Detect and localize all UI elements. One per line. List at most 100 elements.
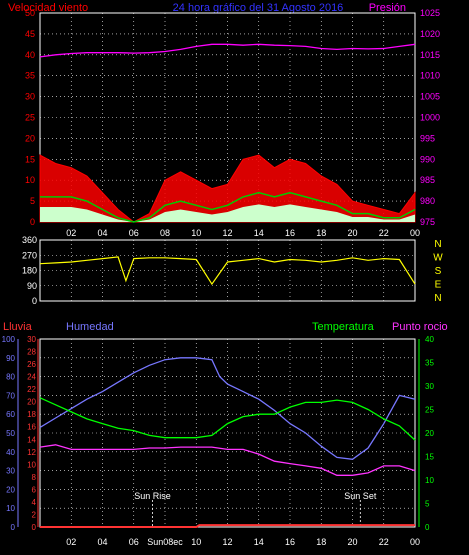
rain-axis-tick: 24: [27, 373, 36, 382]
temperature-axis-tick: 0: [425, 523, 430, 532]
x-tick-label: 00: [410, 228, 420, 238]
rain-axis-tick: 10: [27, 460, 36, 469]
wind-axis-tick: 10: [25, 175, 35, 185]
x-tick-label: 18: [316, 537, 326, 547]
wind-pressure-panel: 02 04 06 08 10 12 14 16 18 20 22 000510152025303540…: [25, 8, 440, 238]
sunrise-label: Sun Rise: [134, 491, 171, 501]
pressure-axis-tick: 975: [420, 217, 435, 227]
dewpoint-line: [39, 444, 416, 476]
rain-axis-tick: 28: [27, 348, 36, 357]
temperature-axis-tick: 35: [425, 359, 434, 368]
compass-label: W: [433, 253, 443, 264]
direction-axis-tick: 0: [32, 296, 37, 306]
humidity-temperature-panel: 02 04 06 Sun08ec 10 12 14 16 18 20 22 0001020304050…: [2, 335, 435, 547]
wind-axis-tick: 40: [25, 50, 35, 60]
temperature-axis-tick: 25: [425, 406, 434, 415]
humidity-line: [39, 357, 416, 460]
wind-axis-tick: 0: [30, 217, 35, 227]
rain-label: Lluvia: [3, 321, 33, 333]
sunset-label: Sun Set: [344, 491, 377, 501]
x-tick-label: 16: [285, 537, 295, 547]
chart-title: 24 hora gráfico del 31 Agosto 2016: [173, 2, 344, 14]
humidity-axis-tick: 90: [6, 354, 15, 363]
rain-axis-tick: 18: [27, 410, 36, 419]
pressure-axis-tick: 1010: [420, 71, 440, 81]
humidity-axis-tick: 80: [6, 373, 15, 382]
x-tick-label: 22: [379, 228, 389, 238]
humidity-axis-tick: 0: [11, 523, 16, 532]
rain-axis-tick: 4: [32, 498, 37, 507]
temperature-axis-tick: 40: [425, 335, 434, 344]
pressure-axis-tick: 980: [420, 196, 435, 206]
humidity-axis-tick: 40: [6, 448, 15, 457]
rain-axis-tick: 20: [27, 398, 36, 407]
pressure-axis-tick: 1015: [420, 50, 440, 60]
wind-axis-tick: 50: [25, 8, 35, 18]
humidity-axis-tick: 50: [6, 429, 15, 438]
pressure-axis-tick: 985: [420, 175, 435, 185]
temperature-axis-tick: 30: [425, 382, 434, 391]
wind-direction-line: [39, 256, 416, 286]
rain-axis-tick: 8: [32, 473, 37, 482]
wind-average-line: [40, 191, 416, 223]
pressure-line: [39, 43, 416, 58]
temperature-axis-tick: 5: [425, 500, 430, 509]
humidity-axis-tick: 10: [6, 504, 15, 513]
pressure-axis-tick: 1025: [420, 8, 440, 18]
x-tick-label: 22: [379, 537, 389, 547]
compass-label: N: [434, 239, 441, 250]
x-tick-label: 06: [129, 537, 139, 547]
x-tick-label: 04: [97, 228, 107, 238]
direction-axis-tick: 180: [22, 266, 37, 276]
pressure-axis-tick: 1000: [420, 113, 440, 123]
wind-axis-tick: 35: [25, 71, 35, 81]
x-tick-label: Sun08ec: [147, 537, 183, 547]
x-tick-label: 16: [285, 228, 295, 238]
direction-axis-tick: 360: [22, 235, 37, 245]
rain-axis-tick: 6: [32, 485, 37, 494]
wind-axis-tick: 30: [25, 92, 35, 102]
x-tick-label: 12: [222, 228, 232, 238]
direction-axis-tick: 90: [27, 281, 37, 291]
pressure-axis-tick: 1020: [420, 29, 440, 39]
rain-line: [40, 524, 415, 528]
x-tick-label: 20: [347, 228, 357, 238]
x-tick-label: 00: [410, 537, 420, 547]
wind-axis-tick: 5: [30, 196, 35, 206]
x-tick-label: 18: [316, 228, 326, 238]
wind-low-area: [40, 204, 415, 222]
rain-axis-tick: 2: [32, 510, 37, 519]
rain-axis-tick: 26: [27, 360, 36, 369]
humidity-label: Humedad: [66, 321, 114, 333]
x-tick-label: 04: [97, 537, 107, 547]
rain-axis-tick: 16: [27, 423, 36, 432]
rain-axis-tick: 14: [27, 435, 36, 444]
humidity-axis-tick: 70: [6, 391, 15, 400]
rain-axis-tick: 30: [27, 335, 36, 344]
temperature-label: Temperatura: [312, 321, 375, 333]
dewpoint-label: Punto rocio: [392, 321, 448, 333]
rain-axis-tick: 12: [27, 448, 36, 457]
compass-label: N: [434, 293, 441, 304]
humidity-axis-tick: 20: [6, 485, 15, 494]
pressure-label: Presión: [369, 2, 406, 14]
x-tick-label: 14: [254, 228, 264, 238]
wind-axis-tick: 45: [25, 29, 35, 39]
wind-gust-area: [39, 154, 416, 223]
x-tick-label: 12: [222, 537, 232, 547]
x-tick-label: 14: [254, 537, 264, 547]
x-tick-label: 10: [191, 228, 201, 238]
temperature-line: [39, 397, 416, 441]
wind-axis-tick: 20: [25, 133, 35, 143]
x-tick-label: 06: [129, 228, 139, 238]
x-tick-label: 02: [66, 537, 76, 547]
x-tick-label: 10: [191, 537, 201, 547]
rain-axis-tick: 0: [32, 523, 37, 532]
pressure-axis-tick: 990: [420, 154, 435, 164]
humidity-axis-tick: 60: [6, 410, 15, 419]
temperature-axis-tick: 10: [425, 476, 434, 485]
humidity-axis-tick: 30: [6, 467, 15, 476]
wind-axis-tick: 15: [25, 154, 35, 164]
